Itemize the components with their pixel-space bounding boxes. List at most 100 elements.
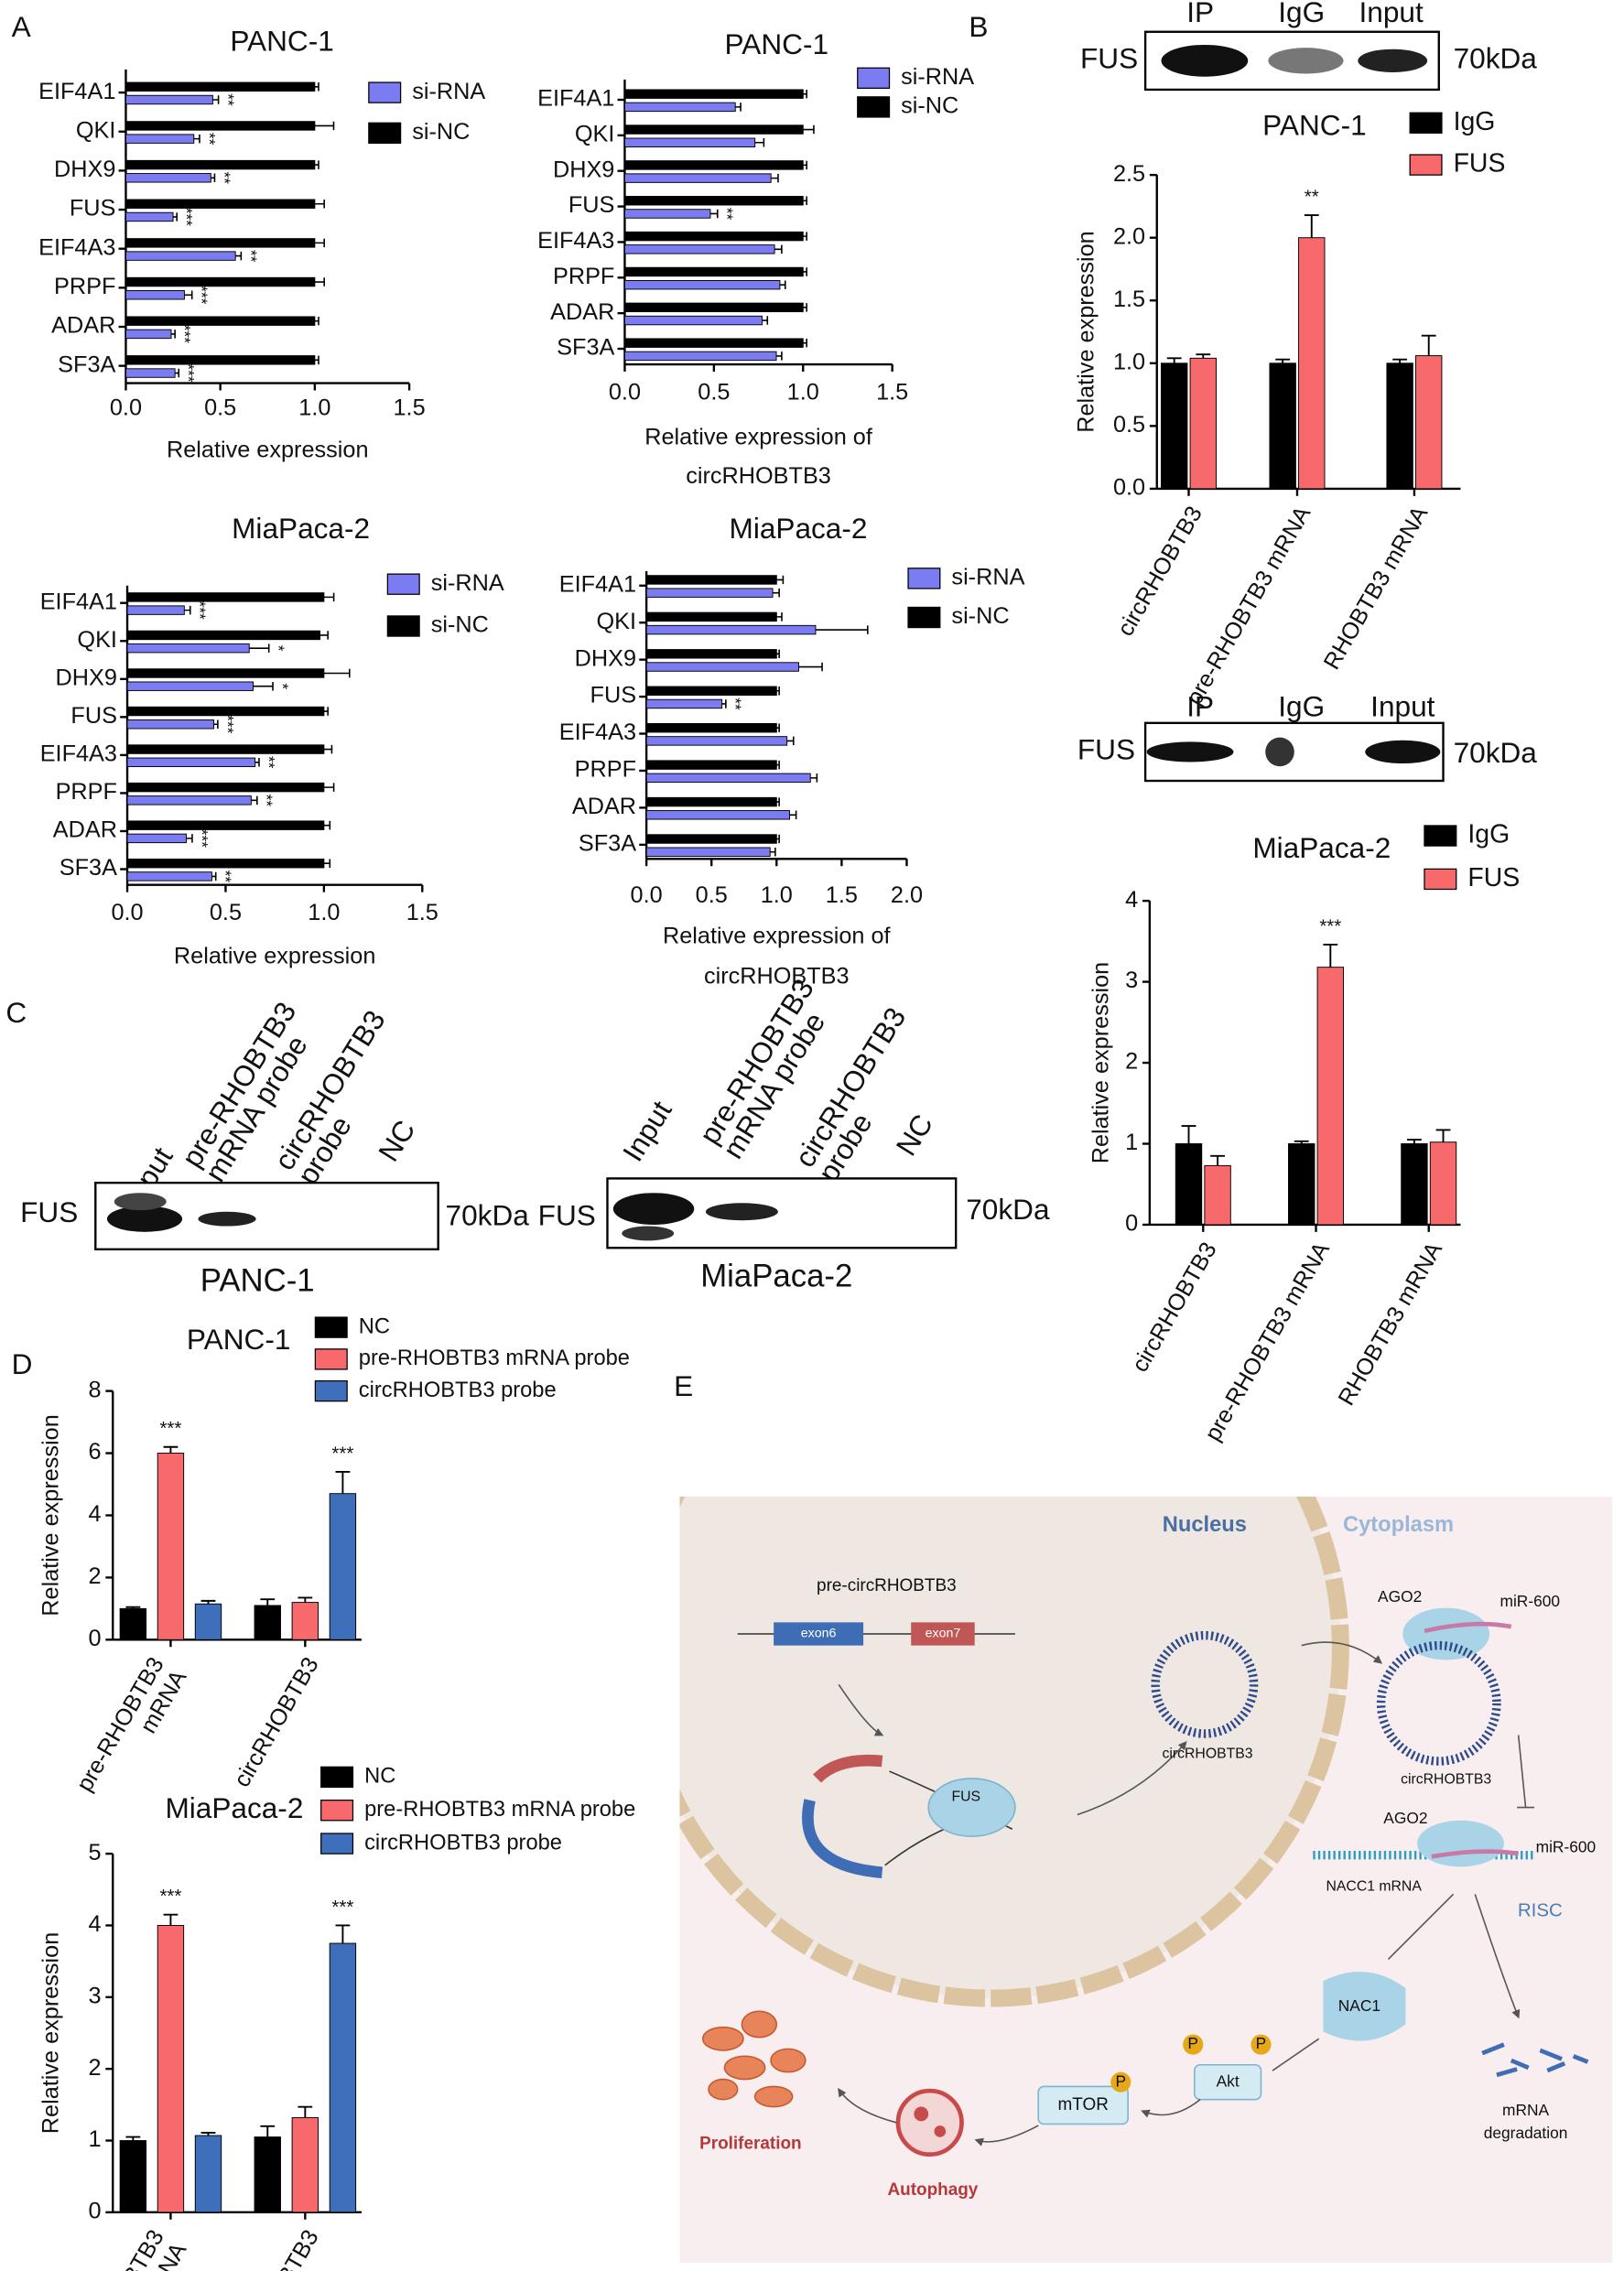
significance: *** — [1319, 915, 1341, 936]
protein-label: FUS — [20, 1195, 78, 1228]
y-tick-label: 1.0 — [1113, 349, 1145, 374]
error-bar — [776, 612, 783, 622]
bar — [1189, 357, 1217, 490]
significance: *** — [193, 286, 211, 305]
bar — [291, 2116, 319, 2213]
band — [1265, 737, 1294, 767]
x-tick-label: 0.5 — [696, 882, 728, 908]
significance: *** — [179, 363, 198, 383]
y-tick-label: 2 — [1125, 1049, 1138, 1075]
blot-caption: MiaPaca-2 — [700, 1260, 852, 1294]
legend-label: si-NC — [901, 93, 958, 119]
bar — [1269, 362, 1296, 490]
bar — [125, 355, 316, 365]
error-bar — [770, 847, 776, 857]
protein-label: FUS — [538, 1198, 596, 1231]
circrna-label: circRHOBTB3 — [1401, 1772, 1491, 1788]
size-label: 70kDa — [446, 1198, 530, 1231]
bar — [645, 847, 771, 857]
y-tick-label: 4 — [1125, 887, 1138, 913]
error-bar — [323, 592, 335, 602]
bar — [623, 338, 804, 348]
error-bar — [200, 1599, 216, 1605]
error-bar — [323, 668, 351, 678]
chart: MiaPaca-2 0 1 2 3 4 5 Relative expression pre-RH… — [38, 1765, 636, 2271]
autophagy-label: Autophagy — [887, 2180, 978, 2200]
x-tick-label: 0.0 — [110, 395, 142, 421]
error-bar — [298, 1596, 313, 1603]
blot: IP IgG Input FUS 70kDa — [1077, 689, 1537, 783]
bar — [623, 231, 804, 242]
autophagosome — [934, 2125, 947, 2137]
y-tick-label: ADAR — [53, 817, 117, 843]
bar — [623, 124, 804, 135]
phospho-label: P — [1256, 2034, 1267, 2052]
error-bar — [314, 238, 325, 248]
panel-label: B — [969, 10, 988, 43]
band — [1161, 44, 1249, 77]
bar — [623, 196, 804, 206]
bar — [125, 251, 236, 261]
error-bar — [762, 316, 769, 325]
x-axis-label: Relative expression of — [663, 923, 892, 948]
phospho — [1110, 2071, 1131, 2093]
y-tick-label: 0 — [1125, 1211, 1138, 1237]
legend-swatch — [1409, 112, 1443, 134]
arrow — [838, 1683, 884, 1736]
y-tick-label: PRPF — [575, 757, 636, 783]
error-bar — [184, 290, 193, 299]
y-tick-label: 0.5 — [1113, 412, 1145, 438]
bar — [645, 588, 774, 598]
error-bar — [776, 687, 780, 696]
error-bar — [314, 160, 319, 169]
x-tick-label-group: circRHOBTB3 — [1127, 1238, 1222, 1376]
bar — [645, 575, 777, 585]
legend-label: si-RNA — [901, 64, 974, 90]
error-bar — [803, 232, 807, 241]
significance: * — [274, 683, 292, 689]
x-tick-label: circRHOBTB3 — [229, 2225, 324, 2271]
lane-label: IgG — [1278, 0, 1325, 28]
x-tick-label: 0.0 — [631, 882, 663, 908]
bar — [1316, 967, 1344, 1226]
bar — [126, 681, 254, 691]
exon-loop — [802, 1799, 883, 1878]
bar — [125, 134, 195, 144]
bar — [125, 81, 316, 92]
bar — [1415, 355, 1443, 490]
y-tick-label: SF3A — [60, 855, 117, 881]
x-tick-label: 0.5 — [204, 395, 236, 421]
error-bar — [776, 575, 785, 585]
chart: PANC-1 0 2 4 6 8 Relative expression pre-RHOBTB… — [38, 1314, 630, 1796]
bar — [125, 121, 316, 131]
fus-protein — [927, 1778, 1016, 1837]
cells — [701, 2010, 807, 2108]
legend-swatch — [857, 96, 891, 118]
ago2-protein — [1417, 1820, 1504, 1867]
band — [106, 1206, 183, 1232]
fus-label: FUS — [951, 1790, 980, 1805]
legend-label: si-RNA — [951, 565, 1024, 590]
circrna — [1151, 1630, 1259, 1738]
chart-title: PANC-1 — [187, 1323, 290, 1356]
x-tick-label-group: pre-RHOBTB3 mRNA — [1200, 1238, 1335, 1445]
lane-label: IgG — [1278, 689, 1325, 722]
chart: PANC-1 0.0 0.5 1.0 1.5 Relative expression EIF… — [38, 25, 485, 463]
y-tick-label: 0 — [89, 1626, 102, 1651]
diagram: Nucleus Cytoplasm pre-circRHOBTB3 exon6 … — [679, 1496, 1613, 2264]
error-bar — [771, 173, 779, 183]
y-tick-label: EIF4A1 — [40, 589, 117, 614]
bar — [194, 1603, 222, 1640]
x-tick-label-group: pre-RHOBTB3 mRNA — [1181, 502, 1315, 709]
mtor-label: mTOR — [1057, 2095, 1108, 2114]
significance: ** — [215, 172, 233, 185]
error-bar — [803, 267, 807, 276]
ago2-label: AGO2 — [1383, 1809, 1427, 1827]
y-tick-label: SF3A — [557, 335, 614, 361]
bar — [645, 722, 777, 733]
mrna-label: NACC1 mRNA — [1326, 1879, 1423, 1895]
legend-swatch — [320, 1800, 354, 1822]
error-bar — [803, 303, 807, 312]
significance: *** — [159, 1886, 181, 1907]
